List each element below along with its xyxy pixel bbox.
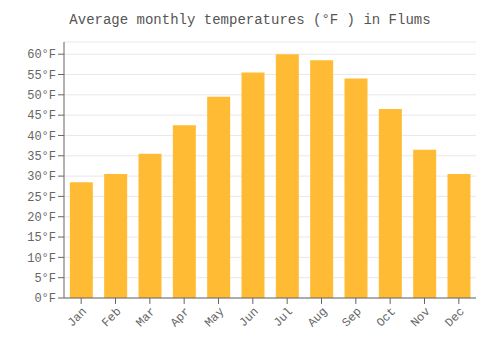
svg-text:40°F: 40°F xyxy=(27,130,56,144)
svg-text:20°F: 20°F xyxy=(27,211,56,225)
svg-text:Mar: Mar xyxy=(134,305,159,330)
svg-text:15°F: 15°F xyxy=(27,231,56,245)
svg-text:Apr: Apr xyxy=(168,305,193,330)
svg-text:Jul: Jul xyxy=(271,305,296,330)
svg-text:Dec: Dec xyxy=(443,305,468,330)
svg-text:10°F: 10°F xyxy=(27,252,56,266)
svg-text:25°F: 25°F xyxy=(27,191,56,205)
svg-text:Oct: Oct xyxy=(374,305,399,330)
svg-text:May: May xyxy=(202,305,227,330)
svg-text:0°F: 0°F xyxy=(34,292,56,306)
svg-text:45°F: 45°F xyxy=(27,109,56,123)
svg-text:5°F: 5°F xyxy=(34,272,56,286)
html-text:Average monthly temperatures (: Average monthly temperatures (°F ) in Fl… xyxy=(69,12,431,28)
svg-text:Jan: Jan xyxy=(65,305,90,330)
svg-text:Jun: Jun xyxy=(237,305,262,330)
svg-text:Aug: Aug xyxy=(305,305,330,330)
svg-text:Sep: Sep xyxy=(340,305,365,330)
svg-text:30°F: 30°F xyxy=(27,170,56,184)
svg-text:60°F: 60°F xyxy=(27,48,56,62)
svg-text:50°F: 50°F xyxy=(27,89,56,103)
svg-text:Nov: Nov xyxy=(408,305,433,330)
svg-text:Feb: Feb xyxy=(99,305,124,330)
svg-text:35°F: 35°F xyxy=(27,150,56,164)
svg-text:55°F: 55°F xyxy=(27,69,56,83)
